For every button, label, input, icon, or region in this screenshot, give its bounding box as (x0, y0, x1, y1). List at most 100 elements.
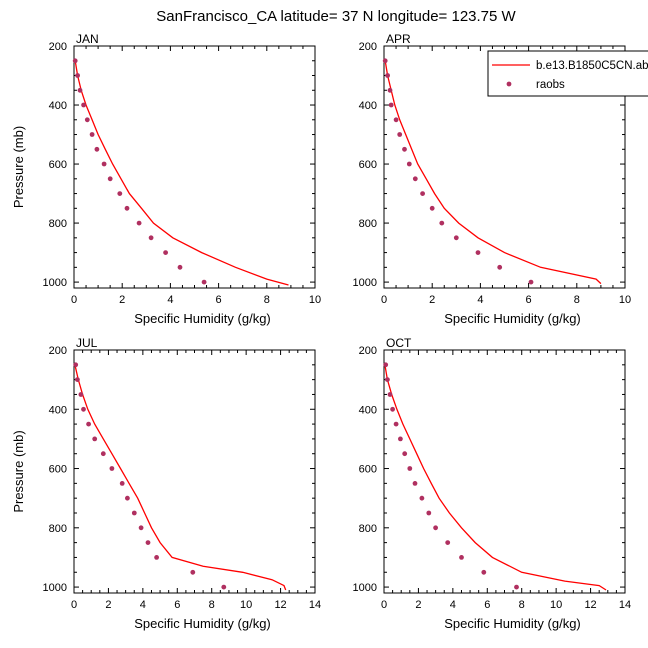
raobs-point (383, 362, 389, 368)
raobs-point (125, 495, 130, 501)
raobs-point (407, 466, 413, 471)
y-tick-label: 1000 (353, 277, 377, 289)
panel-jul: JUL 0 2 4 6 8 10 12 14 200 400 600 800 1000 Specific H… (11, 336, 321, 631)
raobs-point (439, 220, 445, 226)
raobs-point (154, 555, 160, 560)
raobs-point (385, 377, 390, 382)
x-tick-label: 6 (216, 294, 222, 306)
y-tick-label: 200 (49, 41, 67, 53)
raobs-point (75, 377, 80, 382)
raobs-point (393, 421, 399, 427)
x-axis-label: Specific Humidity (g/kg) (134, 311, 271, 326)
x-tick-label: 2 (105, 599, 111, 611)
x-tick-label: 6 (174, 599, 180, 611)
raobs-point (514, 584, 519, 590)
x-axis-label: Specific Humidity (g/kg) (444, 311, 581, 326)
panel-apr: APR 0 2 4 6 8 10 200 400 600 800 1000 Specific Humid… (353, 32, 632, 326)
model-line (384, 364, 607, 591)
y-tick-label: 600 (49, 159, 67, 171)
y-tick-label: 600 (359, 159, 377, 171)
x-tick-label: 8 (209, 599, 215, 611)
raobs-point (131, 510, 137, 516)
raobs-point (84, 117, 90, 123)
raobs-point (136, 220, 142, 226)
raobs-point (100, 451, 106, 457)
y-tick-label: 1000 (353, 582, 377, 594)
raobs-point (77, 87, 83, 93)
x-tick-label: 12 (584, 599, 596, 611)
y-tick-label: 800 (359, 523, 377, 535)
raobs-point (420, 191, 425, 197)
x-tick-label: 2 (119, 294, 125, 306)
raobs-point (412, 481, 418, 486)
raobs-point (433, 525, 438, 531)
raobs-point (78, 392, 84, 397)
y-tick-label: 400 (49, 404, 67, 416)
x-tick-label: 14 (309, 599, 321, 611)
model-line (74, 364, 287, 591)
legend-marker-swatch (506, 81, 512, 87)
raobs-point (92, 436, 98, 442)
plot-frame (73, 349, 316, 594)
raobs-point (107, 176, 113, 182)
raobs-point (528, 279, 534, 285)
x-tick-label: 14 (619, 599, 631, 611)
raobs-point (429, 205, 435, 211)
figure-title: SanFrancisco_CA latitude= 37 N longitude… (156, 8, 516, 25)
x-tick-label: 12 (274, 599, 286, 611)
y-tick-label: 400 (359, 100, 377, 112)
y-tick-label: 800 (49, 523, 67, 535)
raobs-point (138, 525, 144, 531)
legend: b.e13.B1850C5CN.abrupt4co2 raobs (487, 50, 648, 97)
model-line (384, 60, 602, 285)
raobs-point (387, 392, 393, 397)
panel-label: OCT (386, 336, 412, 350)
raobs-point (481, 569, 487, 575)
y-tick-label: 600 (49, 464, 67, 476)
y-tick-label: 800 (359, 218, 377, 230)
x-tick-label: 8 (519, 599, 525, 611)
x-tick-label: 6 (484, 599, 490, 611)
raobs-point (101, 161, 107, 167)
x-tick-label: 4 (450, 599, 456, 611)
plot-frame (383, 349, 626, 594)
raobs-point (387, 87, 393, 93)
x-tick-label: 8 (264, 294, 270, 306)
panel-label: JUL (76, 336, 98, 350)
raobs-point (382, 58, 388, 64)
y-axis-label: Pressure (mb) (11, 126, 26, 208)
raobs-point (81, 102, 86, 108)
raobs-point (72, 58, 78, 64)
raobs-point (117, 191, 123, 197)
raobs-point (89, 132, 95, 137)
x-tick-label: 10 (309, 294, 321, 306)
x-tick-label: 4 (140, 599, 146, 611)
panel-label: JAN (76, 32, 99, 46)
raobs-point (190, 569, 196, 575)
panel-oct: OCT 0 2 4 6 8 10 12 14 200 400 600 800 1000 Specific H… (353, 336, 632, 631)
x-tick-label: 8 (574, 294, 580, 306)
x-tick-label: 10 (619, 294, 631, 306)
raobs-point (445, 540, 451, 545)
raobs-point (73, 362, 79, 368)
x-tick-label: 0 (381, 294, 387, 306)
y-tick-label: 200 (359, 41, 377, 53)
y-tick-label: 400 (49, 100, 67, 112)
x-tick-label: 10 (550, 599, 562, 611)
raobs-point (148, 235, 154, 241)
raobs-point (397, 132, 403, 137)
raobs-point (145, 540, 151, 545)
raobs-point (81, 406, 86, 412)
raobs-point (393, 117, 399, 123)
x-tick-label: 0 (381, 599, 387, 611)
y-tick-label: 600 (359, 464, 377, 476)
x-tick-label: 0 (71, 294, 77, 306)
x-tick-label: 10 (240, 599, 252, 611)
y-tick-label: 200 (359, 345, 377, 357)
raobs-point (459, 555, 464, 560)
y-tick-label: 800 (49, 218, 67, 230)
x-tick-label: 4 (477, 294, 483, 306)
raobs-point (163, 250, 169, 256)
legend-label-raobs: raobs (536, 79, 565, 91)
